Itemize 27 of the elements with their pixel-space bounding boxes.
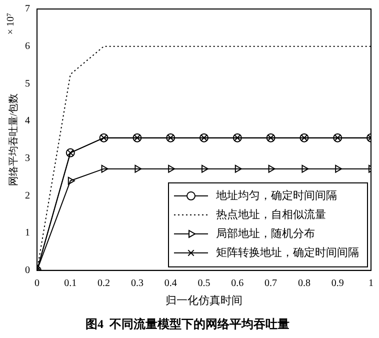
x-tick-label: 0.7: [264, 278, 278, 290]
text: 图4 不同流量模型下的网络平均吞吐量: [86, 316, 290, 331]
x-axis-title: 归一化仿真时间: [166, 294, 242, 307]
x-tick-label: 0: [34, 278, 40, 290]
x-tick-label: 0.8: [298, 278, 310, 290]
y-tick-label: 5: [25, 78, 30, 90]
x-tick-label: 1: [368, 278, 374, 290]
x-tick-label: 0.2: [98, 278, 110, 290]
text: × 10⁷: [6, 12, 17, 35]
y-tick-label: 7: [25, 4, 30, 15]
x-tick-label: 0.9: [331, 278, 344, 290]
x-tick-label: 0.6: [231, 278, 244, 290]
x-tick-label: 0.4: [164, 278, 177, 290]
legend-label: 矩阵转换地址，确定时间间隔: [216, 246, 359, 259]
x-tick-label: 0.1: [64, 278, 77, 290]
legend-label: 地址均匀，确定时间间隔: [215, 188, 337, 202]
legend-label: 热点地址，自相似流量: [216, 208, 326, 221]
legend-label: 局部地址，随机分布: [216, 226, 315, 240]
y-tick-label: 2: [25, 190, 30, 202]
y-axis-title: 网络平均吞吐量/包数: [8, 93, 20, 186]
y-tick-label: 3: [25, 152, 30, 164]
y-tick-label: 0: [25, 265, 30, 276]
x-tick-label: 0.5: [198, 278, 210, 290]
y-tick-label: 6: [25, 40, 30, 52]
y-tick-label: 4: [25, 116, 30, 127]
x-tick-label: 0.3: [130, 278, 144, 290]
y-tick-label: 1: [25, 228, 30, 239]
